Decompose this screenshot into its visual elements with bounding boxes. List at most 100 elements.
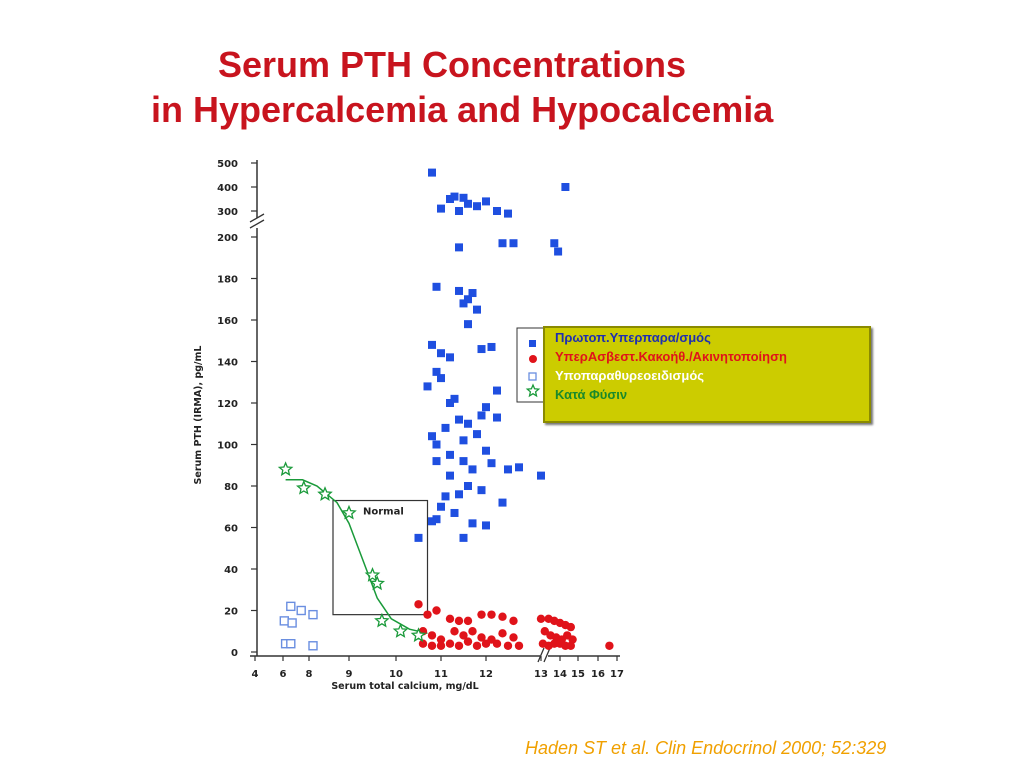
primary-hpt-point — [428, 517, 436, 526]
malignancy-point — [492, 639, 502, 648]
y-tick-label: 500 — [217, 159, 238, 170]
normal-point — [392, 623, 409, 638]
primary-hpt-point — [459, 457, 468, 466]
malignancy-point — [454, 641, 464, 650]
y-tick-label: 40 — [224, 565, 238, 576]
primary-hpt-point — [455, 415, 463, 424]
y-tick-label: 160 — [217, 316, 238, 327]
y-tick-label: 120 — [217, 399, 238, 410]
normal-point — [296, 479, 312, 495]
malignancy-point — [418, 639, 428, 648]
normal-point — [410, 627, 427, 643]
title-line-2: in Hypercalcemia and Hypocalcemia — [151, 89, 774, 130]
primary-hpt-point — [473, 305, 481, 314]
primary-hpt-point — [550, 239, 559, 248]
x-tick-label: 4 — [252, 669, 259, 680]
y-tick-label: 60 — [224, 524, 238, 535]
primary-hpt-point — [473, 202, 481, 211]
malignancy-point — [498, 612, 507, 621]
primary-hpt-point — [464, 419, 472, 428]
primary-hpt-point — [450, 508, 459, 517]
primary-hpt-point — [554, 247, 563, 256]
x-tick-label: 13 — [534, 669, 548, 680]
malignancy-point — [514, 641, 524, 650]
legend-marker-hypopara — [528, 372, 537, 381]
malignancy-point — [566, 622, 575, 632]
normal-point — [277, 461, 294, 477]
normal-point — [317, 486, 333, 501]
primary-hpt-point — [509, 239, 518, 248]
malignancy-point — [477, 633, 486, 642]
malignancy-point — [445, 614, 455, 623]
primary-hpt-point — [441, 423, 450, 432]
primary-hpt-point — [437, 502, 445, 511]
hypopara-point — [308, 641, 318, 651]
hypopara-point — [286, 639, 296, 649]
primary-hpt-point — [537, 471, 545, 480]
legend-entry-malignancy: ΥπερΑσβεστ.Κακοήθ./Ακινητοποίηση — [555, 349, 787, 364]
malignancy-point — [427, 631, 437, 640]
y-tick-label: 80 — [224, 482, 238, 493]
primary-hpt-point — [437, 374, 445, 383]
primary-hpt-point — [459, 436, 468, 445]
y-tick-label: 140 — [217, 358, 238, 369]
title-line-1: Serum PTH Concentrations — [218, 44, 687, 85]
malignancy-point — [487, 610, 496, 619]
malignancy-point — [423, 610, 432, 619]
y-axis-label: Serum PTH (IRMA), pg/mL — [193, 346, 204, 485]
x-tick-label: 14 — [553, 669, 567, 680]
primary-hpt-point — [515, 463, 523, 472]
x-tick-label: 10 — [389, 669, 403, 680]
x-tick-label: 9 — [346, 669, 353, 680]
primary-hpt-point — [446, 195, 454, 203]
x-tick-label: 11 — [434, 669, 448, 680]
normal-range-box — [332, 499, 429, 616]
primary-hpt-point — [468, 289, 477, 298]
primary-hpt-point — [455, 490, 463, 499]
normal-box-label: Normal — [363, 507, 404, 518]
hypopara-point — [279, 616, 289, 626]
x-tick-label: 12 — [479, 669, 493, 680]
x-tick-label: 16 — [591, 669, 605, 680]
primary-hpt-point — [504, 209, 512, 218]
malignancy-point — [503, 641, 513, 650]
legend-marker-malignancy — [529, 355, 537, 363]
citation: Haden ST et al. Clin Endocrinol 2000; 52… — [525, 738, 887, 758]
malignancy-point — [427, 641, 437, 650]
primary-hpt-point — [432, 515, 441, 524]
primary-hpt-point — [437, 349, 445, 358]
legend-entry-normal: Κατά Φύσιν — [555, 387, 628, 402]
normal-point — [364, 566, 381, 582]
hypopara-point — [296, 605, 306, 616]
primary-hpt-point — [446, 450, 454, 459]
normal-curve — [285, 479, 428, 635]
malignancy-point — [468, 627, 477, 636]
primary-hpt-point — [455, 243, 463, 252]
legend: Πρωτοπ.Υπερπαρα/σμός ΥπερΑσβεστ.Κακοήθ./… — [543, 326, 871, 423]
malignancy-point — [436, 635, 446, 644]
primary-hpt-point — [482, 197, 490, 206]
malignancy-point — [436, 641, 446, 650]
malignancy-point — [414, 600, 423, 609]
primary-hpt-point — [464, 482, 472, 490]
primary-hpt-point — [432, 367, 441, 376]
malignancy-point — [445, 639, 455, 648]
malignancy-point — [463, 637, 473, 646]
malignancy-point — [459, 631, 468, 640]
primary-hpt-point — [498, 498, 507, 507]
malignancy-point — [605, 641, 614, 650]
primary-hpt-point — [504, 465, 512, 474]
primary-hpt-point — [455, 207, 463, 215]
hypopara-point — [308, 609, 318, 620]
malignancy-point — [509, 616, 518, 626]
primary-hpt-point — [450, 192, 459, 201]
malignancy-point — [432, 606, 441, 615]
primary-hpt-point — [468, 519, 477, 528]
x-tick-label: 8 — [306, 669, 313, 680]
malignancy-point — [498, 629, 507, 638]
y-tick-label: 400 — [217, 183, 238, 194]
primary-hpt-point — [446, 471, 454, 480]
primary-hpt-point — [432, 282, 441, 291]
primary-hpt-point — [487, 459, 496, 468]
